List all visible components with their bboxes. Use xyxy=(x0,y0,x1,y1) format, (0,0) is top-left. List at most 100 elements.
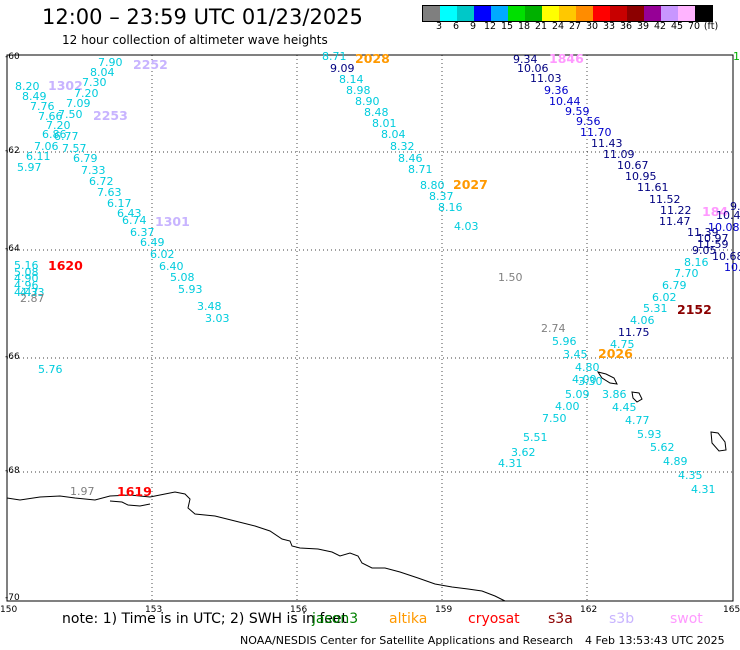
wave-height-value: 8.01 xyxy=(372,117,397,130)
wave-height-value: 5.08 xyxy=(170,271,195,284)
wave-height-value: 7.76 xyxy=(30,100,55,113)
satellite-legend-item: s3b xyxy=(609,611,635,627)
wave-height-value: 11.47 xyxy=(659,215,691,228)
wave-height-value: 8.46 xyxy=(398,152,423,165)
wave-height-value: 11.59 xyxy=(697,238,729,251)
color-scale-swatch xyxy=(542,6,559,21)
wave-height-value: 9.09 xyxy=(330,62,355,75)
color-scale-label: 30 xyxy=(585,21,599,32)
wave-height-value: 4.45 xyxy=(612,401,637,414)
lon-label: 159 xyxy=(435,605,453,615)
color-scale-label: (ft) xyxy=(703,21,719,32)
satellite-legend-item: altika xyxy=(389,611,428,627)
wave-height-value: 8.80 xyxy=(420,179,445,192)
wave-height-value: 3.62 xyxy=(511,446,536,459)
wave-height-value: 6.43 xyxy=(117,207,142,220)
wave-height-value: 4.80 xyxy=(575,361,600,374)
wave-height-value: 10.4 xyxy=(716,209,740,222)
color-scale-label: 36 xyxy=(619,21,633,32)
color-scale-label: 21 xyxy=(534,21,548,32)
wave-height-value: 8.37 xyxy=(429,190,454,203)
wave-height-value: 5.08 xyxy=(14,266,39,279)
pass-time-label: 1620 xyxy=(48,258,83,273)
lat-label: -60 xyxy=(5,52,20,62)
wave-height-value: 6.40 xyxy=(159,260,184,273)
island-outline xyxy=(710,431,727,452)
pass-time-label: 2027 xyxy=(453,177,488,192)
wave-height-value: 4.03 xyxy=(454,220,479,233)
graticule xyxy=(7,55,733,601)
color-scale-label: 18 xyxy=(517,21,531,32)
wave-height-value: 11.70 xyxy=(580,126,612,139)
wave-height-value: 7.20 xyxy=(46,119,71,132)
wave-height-value: 5.51 xyxy=(523,431,548,444)
wave-height-value: 4.89 xyxy=(663,455,688,468)
wave-height-value: 6.17 xyxy=(107,197,132,210)
lat-label: -70 xyxy=(5,593,20,603)
wave-height-value: 11.61 xyxy=(637,181,669,194)
color-scale-swatch xyxy=(576,6,593,21)
lat-label: -64 xyxy=(5,244,20,254)
wave-height-value: 9.36 xyxy=(544,84,569,97)
color-scale-swatch xyxy=(491,6,508,21)
pass-time-label: 1846 xyxy=(549,51,584,66)
wave-height-value: 6.72 xyxy=(89,175,114,188)
wave-height-value: 4.77 xyxy=(625,414,650,427)
island-outline xyxy=(596,371,618,385)
wave-height-value: 9.05 xyxy=(692,244,717,257)
wave-height-value: 6.86 xyxy=(42,128,67,141)
wave-height-value: 8.20 xyxy=(15,80,40,93)
wave-height-value: 8.14 xyxy=(339,73,364,86)
pass-time-label: 1302 xyxy=(48,78,83,93)
map-frame xyxy=(6,54,734,602)
wave-height-value: 4.31 xyxy=(498,457,523,470)
wave-height-value: 7.63 xyxy=(97,186,122,199)
wave-height-value: 7.66 xyxy=(38,110,63,123)
wave-height-value: 7.70 xyxy=(674,267,699,280)
color-scale-label: 33 xyxy=(602,21,616,32)
wave-height-value: 6.02 xyxy=(652,291,677,304)
wave-height-value: 6.79 xyxy=(662,279,687,292)
wave-height-value: 6.49 xyxy=(140,236,165,249)
wave-height-value: 9.56 xyxy=(576,115,601,128)
wave-height-value: 8.71 xyxy=(408,163,433,176)
wave-height-value: 8.16 xyxy=(438,201,463,214)
wave-height-value: 8.04 xyxy=(90,66,115,79)
wave-height-value: 11.03 xyxy=(530,72,562,85)
wave-height-value: 4.00 xyxy=(572,373,597,386)
wave-height-value: 10.97 xyxy=(697,232,729,245)
wave-height-value: 6.11 xyxy=(26,150,51,163)
wave-height-value: 7.33 xyxy=(81,164,106,177)
color-scale-swatch xyxy=(474,6,491,21)
wave-height-value: 5.76 xyxy=(38,363,63,376)
lon-label: 162 xyxy=(580,605,598,615)
satellite-legend-item: cryosat xyxy=(468,611,520,627)
wave-height-value: 5.16 xyxy=(14,259,39,272)
pass-time-label: 2252 xyxy=(133,57,168,72)
color-scale-swatch xyxy=(644,6,661,21)
wave-height-value: 6.79 xyxy=(73,152,98,165)
wave-height-value: 7.09 xyxy=(66,97,91,110)
wave-height-value: 4.47 xyxy=(14,286,39,299)
wave-height-value: 8.49 xyxy=(22,90,47,103)
wave-height-value: 8.71 xyxy=(322,50,347,63)
pass-time-label: 2026 xyxy=(598,346,633,361)
map-subtitle: 12 hour collection of altimeter wave hei… xyxy=(62,33,328,47)
wave-height-value: 11.52 xyxy=(649,193,681,206)
satellite-legend-item: s3a xyxy=(548,611,573,627)
wave-height-value: 4.90 xyxy=(14,272,39,285)
lat-label: -62 xyxy=(5,146,20,156)
wave-height-value: 10.08 xyxy=(708,221,740,234)
lon-label: 153 xyxy=(145,605,163,615)
color-scale-label: 12 xyxy=(483,21,497,32)
color-scale-label: 3 xyxy=(435,21,443,32)
wave-height-value: 10.44 xyxy=(549,95,581,108)
pass-time-label: 2253 xyxy=(93,108,128,123)
wave-height-value: 6.77 xyxy=(54,130,79,143)
color-scale-swatch xyxy=(525,6,542,21)
pass-time-label: 2028 xyxy=(355,51,390,66)
color-scale-label: 45 xyxy=(670,21,684,32)
pass-time-label: 184 xyxy=(702,204,729,219)
wave-height-value: 8.90 xyxy=(355,95,380,108)
wave-height-value: 8.98 xyxy=(346,84,371,97)
